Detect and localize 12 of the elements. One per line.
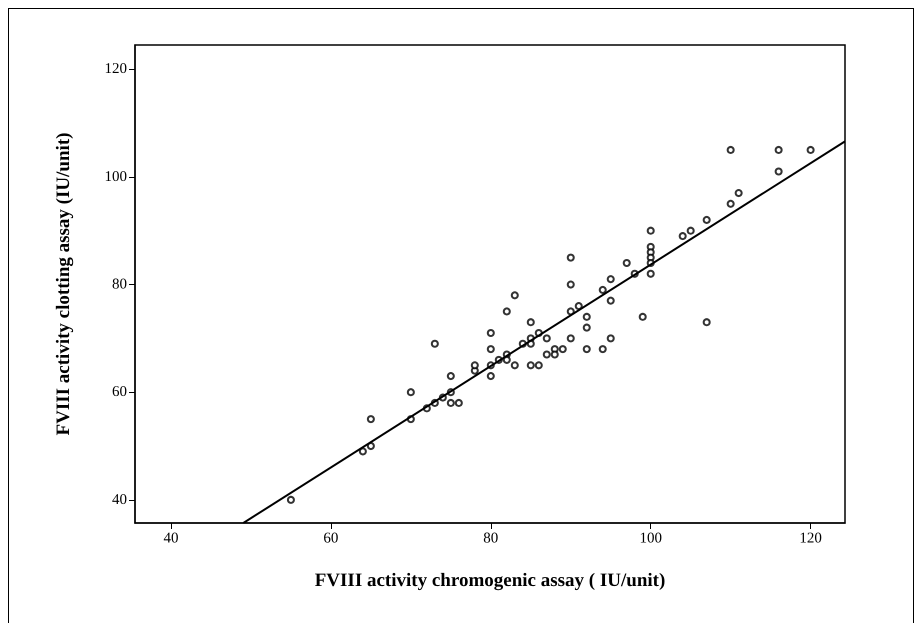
y-tick-label: 60 — [112, 384, 127, 400]
y-tick-label: 80 — [112, 276, 127, 293]
y-tick-label: 100 — [104, 168, 127, 185]
x-tick-label: 60 — [323, 530, 338, 546]
y-tick-label: 40 — [112, 492, 127, 508]
x-axis-title: FVIII activity chromogenic assay ( IU/unit) — [314, 570, 666, 591]
y-axis-title: FVIII activity clotting assay (IU/unit) — [53, 132, 74, 436]
y-tick-label: 120 — [104, 61, 127, 78]
x-tick-label: 120 — [799, 530, 822, 546]
x-tick-label: 40 — [163, 530, 178, 546]
x-tick-label: 100 — [639, 530, 662, 546]
x-tick-label: 80 — [483, 530, 498, 546]
